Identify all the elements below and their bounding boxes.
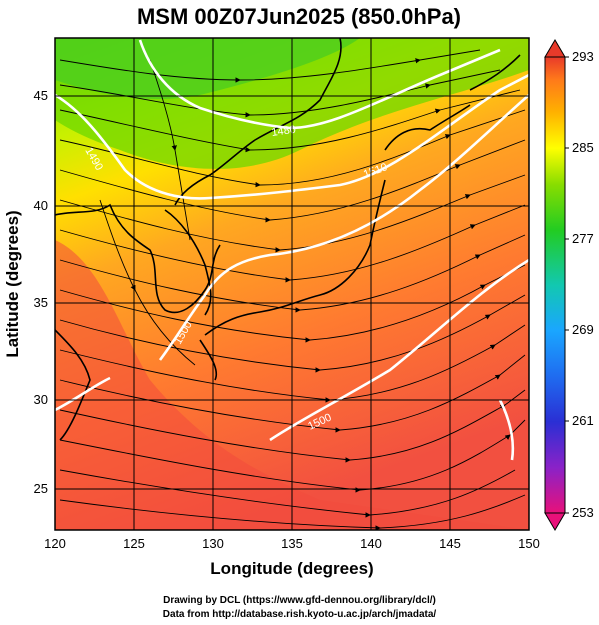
x-tick-label: 140	[360, 536, 382, 551]
map-title: MSM 00Z07Jun2025 (850.0hPa)	[137, 4, 461, 29]
streamline	[59, 204, 526, 283]
contour-label: 1480	[271, 124, 297, 139]
x-axis: 120 125 130 135 140 145 150 Longitude (d…	[44, 536, 540, 578]
x-tick-label: 150	[518, 536, 540, 551]
y-tick-label: 25	[34, 481, 48, 496]
streamline	[99, 199, 196, 366]
streamline	[59, 49, 481, 83]
credit-line-data: Data from http://database.rish.kyoto-u.a…	[162, 609, 437, 620]
x-tick-label: 125	[123, 536, 145, 551]
contour-line	[55, 258, 529, 442]
colorbar-tick-label: 253	[572, 505, 594, 520]
map-frame	[54, 37, 530, 531]
y-tick-label: 35	[34, 295, 48, 310]
streamline	[59, 294, 526, 373]
colorbar: 293 285 277 269 261 253	[544, 39, 594, 531]
colorbar-gradient	[544, 56, 566, 514]
cool-air-region-core	[55, 38, 360, 100]
x-tick-label: 135	[281, 536, 303, 551]
coast-china-korea	[55, 203, 221, 314]
streamline	[59, 89, 521, 153]
colorbar-tick-label: 285	[572, 140, 594, 155]
colorbar-tick-label: 269	[572, 322, 594, 337]
coast-china-east	[55, 329, 91, 441]
contour-line	[498, 399, 515, 461]
streamline	[59, 109, 526, 188]
y-tick-label: 45	[34, 88, 48, 103]
coast-korea-east	[164, 209, 212, 316]
streamline	[59, 174, 526, 253]
x-axis-label: Longitude (degrees)	[210, 559, 373, 578]
streamline	[59, 234, 526, 313]
coast-kamchatka-kurils	[469, 54, 521, 91]
colorbar-top-arrow	[544, 39, 566, 58]
y-axis: 25 30 35 40 45 Latitude (degrees)	[3, 88, 48, 496]
y-tick-label: 30	[34, 392, 48, 407]
colorbar-tick-label: 261	[572, 413, 594, 428]
x-tick-label: 120	[44, 536, 66, 551]
streamline	[59, 264, 526, 343]
streamline	[59, 494, 526, 530]
streamline	[149, 59, 191, 241]
y-axis-label: Latitude (degrees)	[3, 210, 22, 357]
contour-line	[55, 73, 529, 200]
height-contours	[55, 39, 529, 461]
colorbar-bottom-arrow	[544, 512, 566, 531]
streamline	[59, 469, 516, 518]
streamline	[59, 419, 526, 493]
streamline	[59, 139, 526, 223]
x-tick-label: 130	[202, 536, 224, 551]
contour-line	[138, 39, 501, 130]
credit-line-drawing: Drawing by DCL (https://www.gfd-dennou.o…	[163, 595, 436, 606]
graticule	[55, 38, 529, 530]
colorbar-tick-label: 293	[572, 49, 594, 64]
colorbar-tick-label: 277	[572, 231, 594, 246]
y-tick-label: 40	[34, 198, 48, 213]
streamline	[59, 389, 526, 463]
x-tick-label: 145	[439, 536, 461, 551]
warm-air-region	[55, 240, 529, 530]
streamline	[59, 354, 526, 433]
